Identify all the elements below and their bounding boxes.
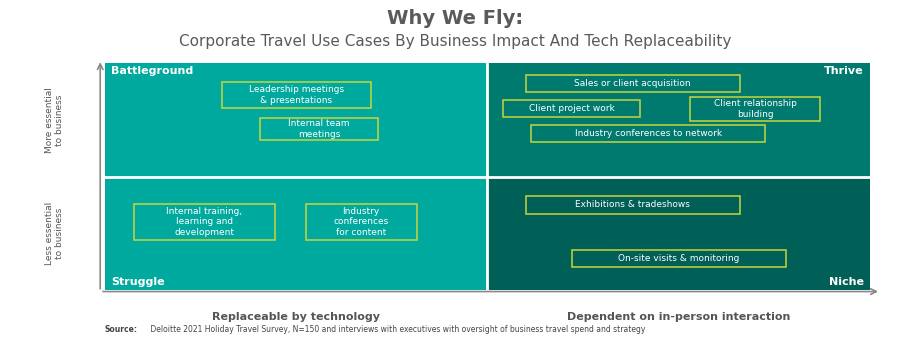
Text: Less essential
to business: Less essential to business <box>45 202 65 265</box>
Text: Industry
conferences
for content: Industry conferences for content <box>333 207 389 237</box>
Text: Battleground: Battleground <box>111 66 193 76</box>
Text: Source:: Source: <box>105 326 138 334</box>
Bar <box>487 63 870 177</box>
Text: Client project work: Client project work <box>528 104 614 113</box>
Text: Niche: Niche <box>829 277 864 287</box>
Text: Industry conferences to network: Industry conferences to network <box>575 129 722 138</box>
Text: Struggle: Struggle <box>111 277 165 287</box>
Text: Leadership meetings
& presentations: Leadership meetings & presentations <box>249 85 343 105</box>
Text: Internal training,
learning and
development: Internal training, learning and developm… <box>166 207 242 237</box>
Text: Replaceable by technology: Replaceable by technology <box>212 312 380 322</box>
Bar <box>487 177 870 290</box>
Text: Exhibitions & tradeshows: Exhibitions & tradeshows <box>576 200 691 210</box>
Bar <box>105 63 487 177</box>
Text: Corporate Travel Use Cases By Business Impact And Tech Replaceability: Corporate Travel Use Cases By Business I… <box>179 34 732 49</box>
Text: Deloitte 2021 Holiday Travel Survey, N=150 and interviews with executives with o: Deloitte 2021 Holiday Travel Survey, N=1… <box>148 326 646 334</box>
Text: Internal team
meetings: Internal team meetings <box>288 119 350 139</box>
Text: Client relationship
building: Client relationship building <box>714 99 796 119</box>
Text: Sales or client acquisition: Sales or client acquisition <box>575 79 691 88</box>
Text: On-site visits & monitoring: On-site visits & monitoring <box>618 253 740 263</box>
Text: More essential
to business: More essential to business <box>45 87 65 153</box>
Text: Why We Fly:: Why We Fly: <box>387 9 524 27</box>
Bar <box>105 177 487 290</box>
Text: Thrive: Thrive <box>824 66 864 76</box>
Text: Dependent on in-person interaction: Dependent on in-person interaction <box>567 312 791 322</box>
